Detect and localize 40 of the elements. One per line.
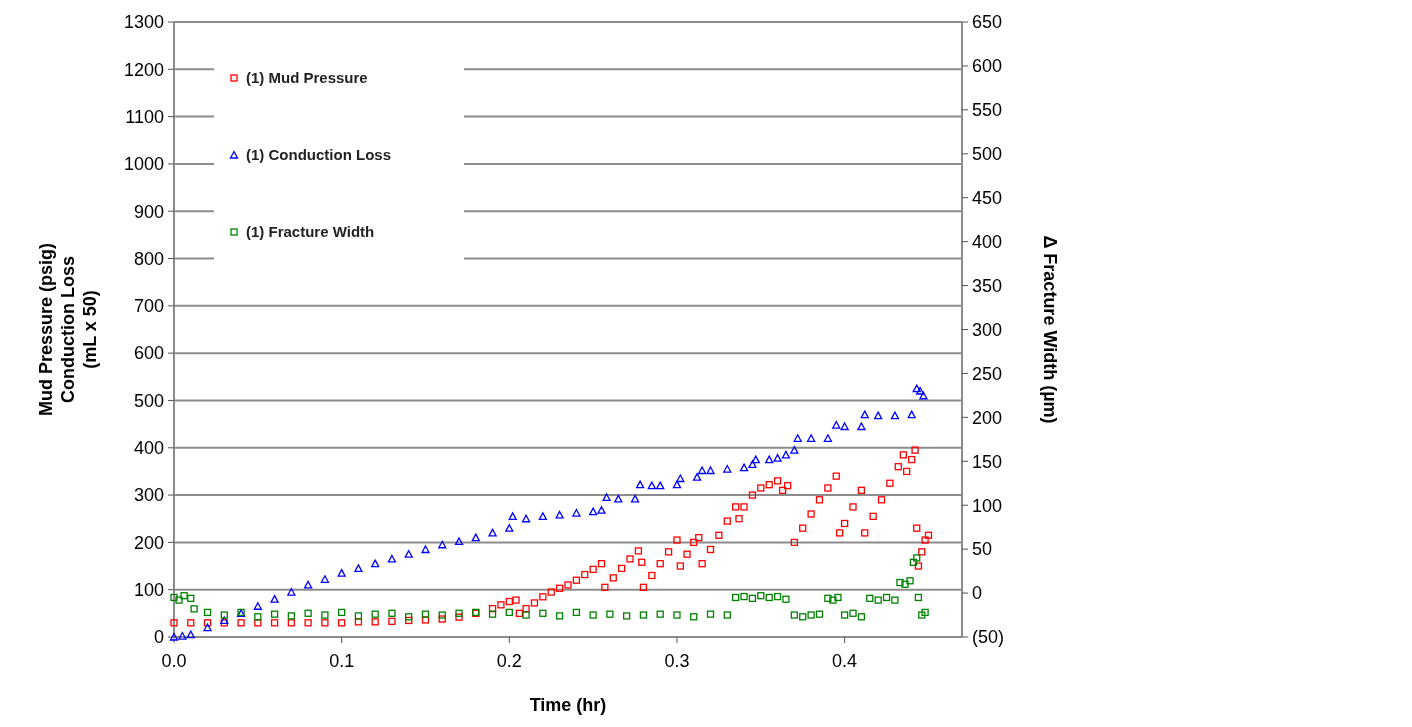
x-tick-label: 0.1 — [329, 651, 355, 671]
y-tick-label: 900 — [133, 201, 164, 222]
y2-tick-label: 300 — [972, 319, 1003, 340]
y2-tick-label: 50 — [972, 539, 993, 560]
y2-tick-label: 550 — [972, 100, 1003, 121]
y-tick-label: 1300 — [123, 12, 164, 33]
legend-label: (1) Mud Pressure — [246, 69, 368, 87]
y-tick-label: 1000 — [123, 154, 164, 175]
x-tick-label: 0.3 — [664, 651, 690, 671]
legend-label: (1) Conduction Loss — [246, 146, 391, 164]
y-tick-label: 400 — [133, 438, 164, 459]
x-tick-label: 0.0 — [161, 651, 187, 671]
y-tick-label: 300 — [133, 485, 164, 506]
y2-tick-label: 100 — [972, 495, 1003, 516]
y-tick-label: 200 — [133, 532, 164, 553]
y-tick-label: 1100 — [125, 106, 164, 127]
y-tick-label: 700 — [133, 296, 164, 317]
y2-tick-label: 450 — [972, 188, 1003, 209]
y2-tick-label: 500 — [972, 144, 1003, 165]
x-axis-title: Time (hr) — [529, 695, 607, 715]
y-tick-label: 100 — [133, 579, 164, 600]
y2-tick-label: 250 — [972, 363, 1003, 384]
y2-tick-label: (50) — [972, 627, 1005, 648]
y-tick-label: 800 — [133, 248, 164, 269]
y-tick-label: 500 — [133, 390, 164, 411]
y-tick-label: 1200 — [123, 59, 164, 80]
y2-tick-label: 350 — [972, 275, 1003, 296]
y2-tick-label: 200 — [972, 407, 1003, 428]
y-tick-label: 0 — [153, 627, 164, 648]
x-tick-label: 0.2 — [496, 651, 522, 671]
y2-tick-label: 650 — [972, 12, 1003, 33]
y-tick-label: 600 — [133, 343, 164, 364]
y2-tick-label: 600 — [972, 56, 1003, 77]
legend-label: (1) Fracture Width — [246, 223, 375, 241]
x-tick-label: 0.4 — [832, 651, 858, 671]
y2-axis-title: Δ Fracture Width (µm) — [1040, 235, 1060, 424]
y2-tick-label: 0 — [972, 583, 983, 604]
y-axis-title: Mud Pressure (psig) Conduction Loss (mL x 50) — [36, 242, 100, 417]
y2-tick-label: 400 — [972, 231, 1003, 252]
y2-tick-label: 150 — [972, 451, 1003, 472]
